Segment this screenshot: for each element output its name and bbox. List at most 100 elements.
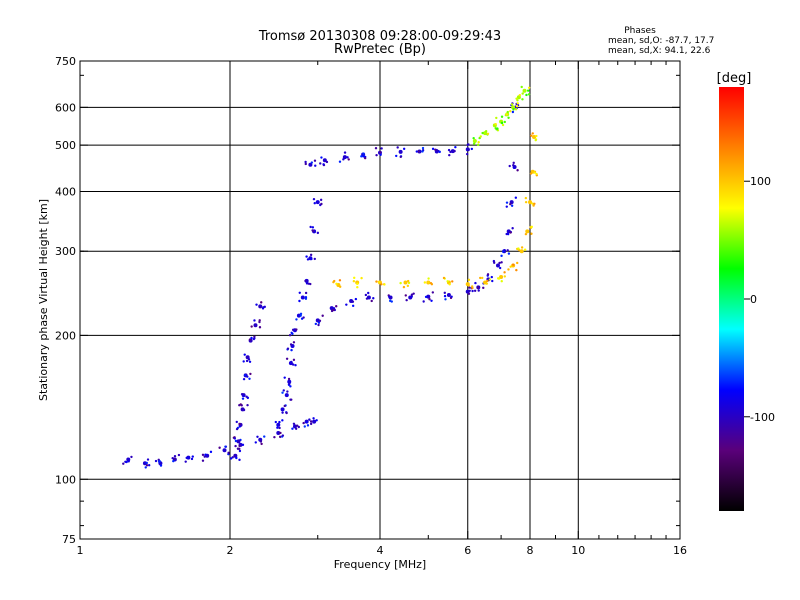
- data-point: [511, 105, 516, 110]
- scatter-dot: [242, 408, 246, 412]
- scatter-dot: [490, 275, 493, 279]
- scatter-dot: [238, 444, 241, 448]
- scatter-dot: [297, 425, 301, 429]
- scatter-dot: [508, 164, 511, 168]
- scatter-dot: [258, 326, 262, 329]
- scatter-dot: [218, 446, 221, 449]
- scatter-dot: [319, 162, 322, 165]
- scatter-dot: [449, 150, 452, 154]
- scatter-dot: [122, 462, 125, 465]
- scatter-dot: [492, 261, 496, 264]
- colorbar: [719, 87, 744, 511]
- scatter-dot: [306, 258, 310, 261]
- scatter-dot: [291, 328, 295, 332]
- scatter-dot: [241, 397, 245, 400]
- scatter-dot: [430, 299, 433, 302]
- scatter-dot: [253, 335, 256, 339]
- scatter-dot: [534, 138, 537, 142]
- scatter-dot: [486, 279, 489, 283]
- scatter-dot: [345, 303, 348, 306]
- scatter-dot: [317, 321, 321, 324]
- x-axis-label: Frequency [MHz]: [334, 558, 426, 571]
- scatter-dot: [484, 130, 488, 133]
- scatter-dot: [248, 377, 251, 380]
- scatter-dot: [278, 426, 281, 430]
- scatter-dot: [496, 127, 499, 130]
- scatter-dot: [320, 156, 323, 159]
- scatter-dot: [283, 376, 286, 379]
- scatter-dot: [311, 229, 315, 233]
- scatter-dot: [494, 122, 497, 126]
- scatter-dot: [263, 305, 266, 309]
- scatter-dot: [144, 466, 147, 469]
- scatter-dot: [524, 232, 528, 236]
- scatter-dot: [304, 297, 308, 301]
- scatter-dot: [235, 427, 239, 431]
- scatter-dot: [209, 450, 213, 454]
- scatter-dot: [325, 160, 329, 164]
- scatter-dot: [521, 92, 524, 95]
- scatter-dot: [515, 97, 518, 100]
- scatter-dot: [467, 278, 471, 282]
- scatter-dot: [238, 449, 242, 453]
- scatter-dot: [383, 283, 386, 286]
- scatter-dot: [472, 136, 475, 140]
- scatter-dot: [288, 333, 292, 337]
- scatter-dot: [503, 275, 507, 278]
- scatter-dot: [500, 254, 503, 258]
- scatter-dot: [512, 161, 515, 165]
- scatter-dot: [507, 252, 511, 255]
- data-point: [403, 280, 408, 285]
- scatter-dot: [402, 285, 406, 289]
- data-point: [296, 313, 301, 318]
- scatter-dot: [203, 455, 206, 458]
- chart-title: Tromsø 20130308 09:28:00-09:29:43: [258, 29, 501, 44]
- scatter-dot: [187, 456, 190, 459]
- scatter-dot: [238, 447, 241, 451]
- scatter-dot: [431, 291, 435, 294]
- colorbar-tick-label: 0: [750, 293, 757, 306]
- scatter-dot: [454, 145, 457, 149]
- scatter-dot: [242, 377, 246, 381]
- stats-line-o: mean, sd,O: -87.7, 17.7: [608, 36, 714, 46]
- scatter-dot: [532, 204, 535, 207]
- scatter-dot: [520, 85, 523, 89]
- scatter-dot: [448, 283, 451, 286]
- scatter-dot: [470, 147, 474, 151]
- scatter-dot: [281, 411, 284, 414]
- scatter-dot: [286, 347, 290, 350]
- scatter-dot: [292, 341, 296, 344]
- scatter-dot: [291, 427, 294, 430]
- scatter-dot: [514, 108, 518, 111]
- scatter-dot: [235, 456, 238, 460]
- scatter-dot: [488, 278, 492, 281]
- scatter-dot: [304, 160, 307, 164]
- scatter-dot: [506, 110, 509, 114]
- scatter-dot: [184, 460, 187, 463]
- scatter-dot: [523, 248, 527, 251]
- scatter-dot: [313, 421, 316, 424]
- chart-subtitle: RwPretec (Bp): [334, 42, 426, 57]
- scatter-dot: [147, 463, 151, 467]
- scatter-dot: [510, 204, 514, 207]
- scatter-dot: [254, 441, 257, 444]
- scatter-dot: [304, 162, 307, 166]
- scatter-dot: [335, 305, 338, 308]
- scatter-dot: [511, 227, 514, 230]
- scatter-dot: [158, 460, 161, 463]
- scatter-dot: [305, 255, 308, 258]
- scatter-dot: [533, 202, 536, 205]
- data-point: [284, 393, 289, 398]
- scatter-dot: [515, 105, 519, 108]
- scatter-dot: [238, 425, 241, 428]
- scatter-dot: [130, 455, 133, 459]
- scatter-dot: [145, 461, 148, 465]
- scatter-dot: [444, 298, 447, 301]
- y-tick-label: 100: [55, 473, 76, 486]
- scatter-dot: [318, 319, 322, 323]
- scatter-dot: [253, 319, 256, 322]
- scatter-dot: [291, 363, 295, 366]
- scatter-dot: [245, 395, 248, 398]
